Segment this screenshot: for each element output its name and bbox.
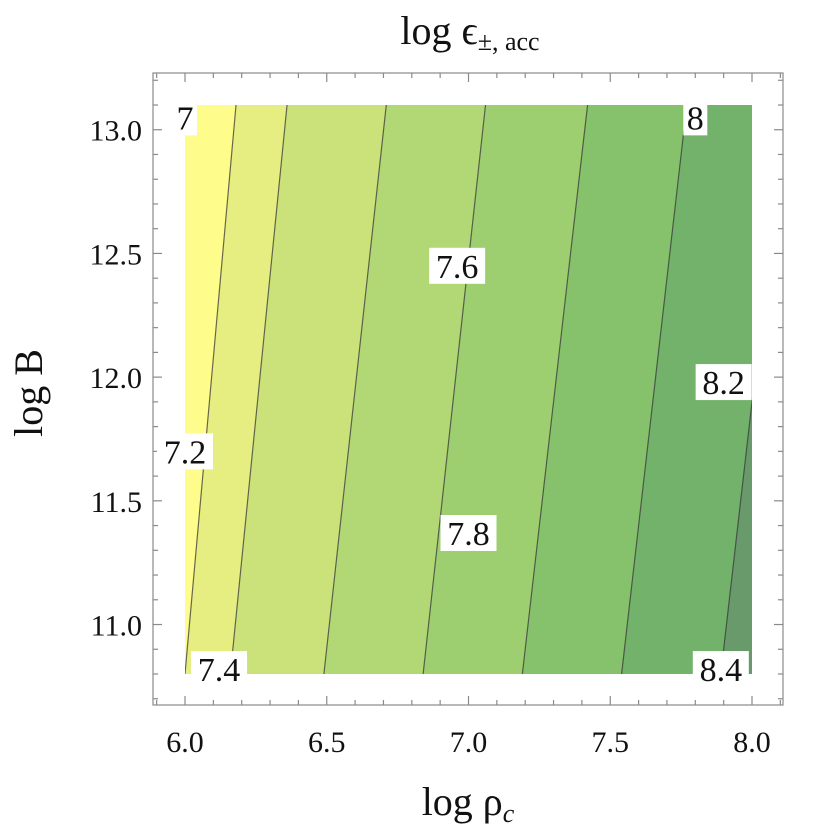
x-tick-label: 7.5 (592, 726, 630, 759)
x-tick-labels: 6.0 6.5 7.0 7.5 8.0 (166, 726, 771, 759)
contour-label-text: 8.2 (702, 365, 745, 402)
contour-line (521, 105, 589, 674)
contour-label-text: 8.4 (700, 652, 743, 689)
tick-layer (153, 73, 783, 705)
contour-label-bg (157, 433, 213, 470)
contour-label-bg (692, 651, 749, 688)
chart-title-main: log ϵ (400, 8, 477, 53)
contour-label: 8.2 (695, 364, 752, 402)
contour-line (185, 105, 237, 674)
y-tick-label: 12.5 (90, 238, 143, 271)
contour-label: 8 (683, 99, 708, 137)
contour-fill-layer (185, 105, 752, 674)
contour-label: 8.4 (692, 651, 749, 689)
y-tick-label: 11.0 (91, 610, 142, 643)
contour-line (229, 105, 288, 674)
contour-label-text: 7 (177, 100, 194, 137)
x-axis-label-sub: c (503, 799, 515, 828)
y-tick-label: 11.5 (91, 486, 142, 519)
x-axis-label-main: log ρ (422, 779, 503, 824)
contour-label-text: 7.2 (164, 434, 207, 471)
x-axis-label: log ρc (422, 779, 515, 828)
chart-title: log ϵ±, acc (400, 8, 539, 56)
contour-label-bg (683, 99, 708, 136)
contour-label-bg (173, 99, 197, 136)
contour-line-layer (185, 105, 752, 674)
contour-label-bg (695, 364, 752, 401)
contour-label: 7.6 (429, 247, 486, 286)
contour-label: 7 (173, 99, 197, 137)
y-tick-label: 13.0 (90, 115, 143, 148)
x-tick-label: 6.5 (308, 726, 346, 759)
contour-label: 7.4 (191, 651, 248, 689)
contour-label-text: 8 (687, 100, 704, 137)
x-tick-label: 8.0 (733, 726, 771, 759)
y-axis-label: log B (6, 349, 51, 437)
x-tick-label: 6.0 (166, 726, 204, 759)
y-tick-labels: 11.0 11.5 12.0 12.5 13.0 (90, 115, 143, 643)
contour-label-bg (429, 247, 486, 284)
contour-line (422, 105, 487, 674)
contour-label: 7.2 (157, 433, 213, 471)
chart-title-sub: ±, acc (478, 27, 540, 56)
contour-label-text: 7.4 (198, 652, 241, 689)
contour-label-bg (440, 514, 497, 551)
contour-label-bg (191, 651, 248, 688)
contour-line (720, 396, 752, 674)
contour-label: 7.8 (440, 514, 497, 553)
contour-label-text: 7.6 (436, 249, 479, 286)
x-tick-label: 7.0 (450, 726, 488, 759)
contour-label-layer: 7 7.2 7.4 7.6 7.8 8 8.2 8.4 (157, 99, 752, 689)
contour-label-text: 7.8 (447, 516, 490, 553)
y-tick-label: 12.0 (90, 362, 143, 395)
contour-line (620, 105, 688, 674)
contour-line (323, 105, 387, 674)
